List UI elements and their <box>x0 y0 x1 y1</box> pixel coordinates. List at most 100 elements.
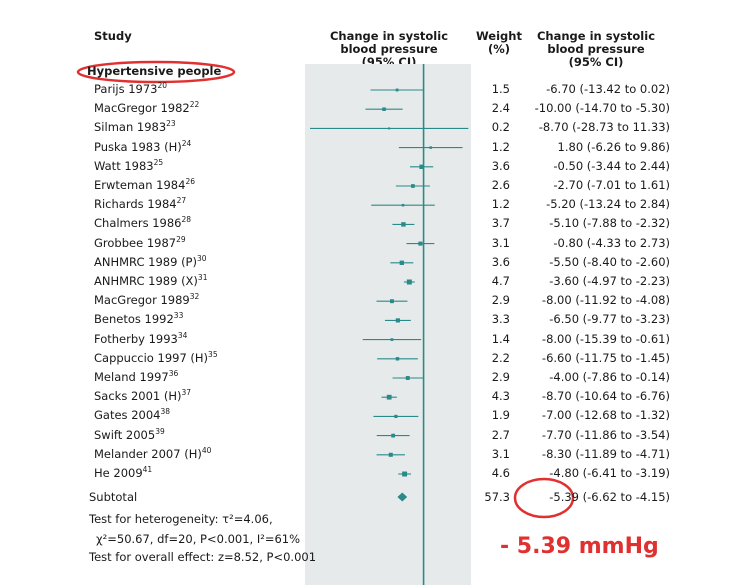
subtotal-ci: -5.39 (-6.62 to -4.15) <box>520 490 670 504</box>
study-name: ANHMRC 1989 (P)30 <box>94 255 207 269</box>
study-square <box>386 394 392 400</box>
subtotal-ci-estimate: -5.39 <box>549 490 579 504</box>
subtotal-ci-range: (-6.62 to -4.15) <box>582 490 670 504</box>
study-name-text: Erwteman 1984 <box>94 178 186 192</box>
study-ci: -8.30 (-11.89 to -4.71) <box>541 446 670 461</box>
header-ci-line1: Change in systolic <box>536 29 656 43</box>
study-square <box>382 107 386 111</box>
study-name-text: Cappuccio 1997 (H) <box>94 350 209 365</box>
study-reference: 24 <box>181 138 192 148</box>
header-ci-line2: blood pressure <box>547 42 645 56</box>
study-reference: 40 <box>201 445 212 455</box>
study-name: Benetos 199233 <box>94 312 183 326</box>
study-reference: 34 <box>177 330 188 340</box>
study-weight: 4.3 <box>491 389 510 404</box>
study-name-text: Sacks 2001 (H) <box>94 389 182 404</box>
study-name: ANHMRC 1989 (X)31 <box>94 274 207 288</box>
header-weight: Weight (%) <box>476 30 522 56</box>
study-weight: 2.9 <box>491 370 510 384</box>
study-weight: 2.2 <box>491 350 510 365</box>
study-reference: 30 <box>196 253 207 263</box>
study-name-text: ANHMRC 1989 (X) <box>94 274 198 288</box>
study-square <box>390 338 394 341</box>
study-name-text: Richards 1984 <box>94 197 177 212</box>
study-reference: 41 <box>142 465 153 474</box>
header-ci-line3: (95% CI) <box>568 55 624 69</box>
header-effect-line2: blood pressure <box>340 42 438 56</box>
study-reference: 37 <box>181 388 192 398</box>
study-name-text: ANHMRC 1989 (P) <box>94 254 197 269</box>
study-square <box>388 452 393 457</box>
study-square <box>418 241 423 246</box>
study-square <box>395 88 399 92</box>
study-ci: -8.00 (-15.39 to -0.61) <box>541 331 670 346</box>
study-weight: 1.2 <box>491 197 510 212</box>
study-reference: 27 <box>176 196 187 206</box>
study-weight: 3.1 <box>491 446 510 461</box>
study-weight: 3.6 <box>491 158 510 173</box>
header-study-label: Study <box>94 29 132 43</box>
study-ci: -6.70 (-13.42 to 0.02) <box>546 82 670 96</box>
header-weight-line2: (%) <box>487 42 511 56</box>
study-name: Cappuccio 1997 (H)35 <box>94 351 218 365</box>
study-name: Sacks 2001 (H)37 <box>94 389 191 403</box>
study-reference: 39 <box>155 426 165 436</box>
study-square <box>401 222 406 227</box>
study-weight: 3.3 <box>491 312 510 327</box>
subtotal-highlight-circle <box>513 477 575 519</box>
study-name: Meland 199736 <box>94 370 178 384</box>
study-name-text: Watt 1983 <box>94 158 154 173</box>
study-name-text: MacGregor 1982 <box>94 101 190 116</box>
study-name: Gates 200438 <box>94 408 170 422</box>
study-square <box>402 471 408 477</box>
study-name-text: Silman 1983 <box>94 120 167 135</box>
study-weight: 2.7 <box>491 427 510 442</box>
study-ci: -0.50 (-3.44 to 2.44) <box>553 158 670 173</box>
study-name: Melander 2007 (H)40 <box>94 447 211 461</box>
study-weight: 2.9 <box>491 293 510 308</box>
study-name-text: He 2009 <box>94 466 143 480</box>
study-reference: 23 <box>166 119 176 129</box>
subtotal-diamond <box>397 492 408 502</box>
study-name: Richards 198427 <box>94 197 186 211</box>
study-name: Swift 200539 <box>94 426 165 442</box>
study-ci: -10.00 (-14.70 to -5.30) <box>534 101 670 116</box>
study-square <box>406 279 412 285</box>
study-name-text: Meland 1997 <box>94 370 169 384</box>
study-weight: 1.4 <box>491 331 510 346</box>
header-effect-line1: Change in systolic <box>329 29 449 43</box>
heterogeneity-test-line1: Test for heterogeneity: τ²=4.06, <box>89 512 273 526</box>
study-square <box>405 376 410 380</box>
study-name-text: Gates 2004 <box>94 408 161 423</box>
study-square <box>388 127 391 130</box>
study-weight: 2.6 <box>491 178 510 192</box>
study-ci: -8.70 (-10.64 to -6.76) <box>541 389 670 404</box>
study-ci: -5.50 (-8.40 to -2.60) <box>549 254 670 269</box>
study-ci: -6.60 (-11.75 to -1.45) <box>541 350 670 365</box>
study-reference: 20 <box>157 81 168 90</box>
study-square <box>399 260 405 265</box>
study-weight: 3.7 <box>491 216 510 231</box>
study-weight: 2.4 <box>491 101 510 116</box>
study-weight: 1.9 <box>491 408 510 423</box>
study-ci: -0.80 (-4.33 to 2.73) <box>553 235 670 250</box>
subtotal-weight: 57.3 <box>484 490 510 504</box>
study-weight: 0.2 <box>491 120 510 135</box>
study-reference: 26 <box>185 177 195 186</box>
study-reference: 38 <box>160 407 171 417</box>
study-name-text: Grobbee 1987 <box>94 235 177 250</box>
study-square <box>429 146 432 149</box>
header-weight-line1: Weight <box>476 29 522 43</box>
study-ci: -8.00 (-11.92 to -4.08) <box>541 293 670 308</box>
group-highlight-circle <box>76 60 236 84</box>
study-name: Erwteman 198426 <box>94 178 195 192</box>
effect-annotation: - 5.39 mmHg <box>500 534 659 559</box>
overall-effect-test: Test for overall effect: z=8.52, P<0.001 <box>89 550 317 564</box>
study-name-text: Benetos 1992 <box>94 312 174 327</box>
study-square <box>419 164 424 169</box>
study-reference: 25 <box>153 157 164 167</box>
study-square <box>401 203 405 207</box>
study-weight: 1.5 <box>491 82 510 96</box>
study-name-text: Swift 2005 <box>94 427 156 442</box>
